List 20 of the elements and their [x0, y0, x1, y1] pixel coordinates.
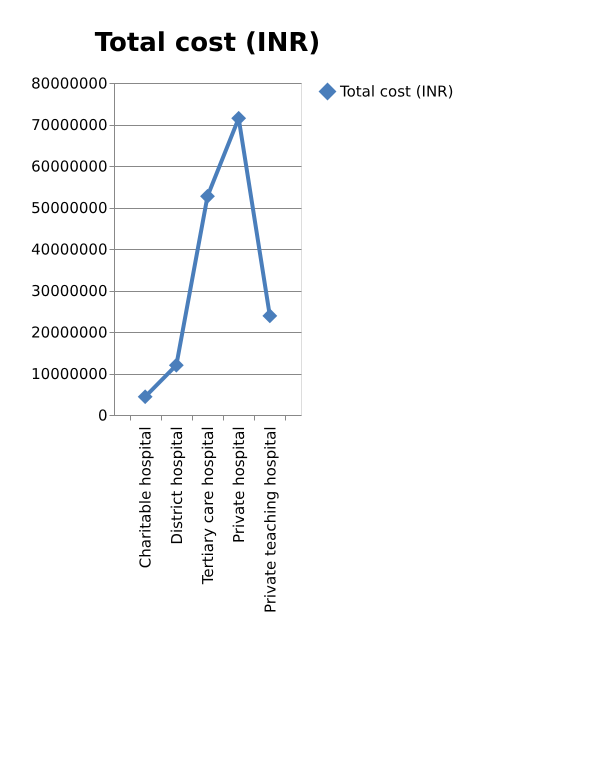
point: [262, 308, 278, 324]
y-tick-label: 50000000: [31, 199, 108, 217]
y-tick-label: 0: [98, 406, 108, 424]
y-tick-label: 70000000: [31, 116, 108, 134]
y-tick-label: 40000000: [31, 240, 108, 258]
y-tick-label: 60000000: [31, 158, 108, 176]
chart-title: Total cost (INR): [94, 28, 320, 58]
point: [168, 358, 184, 373]
x-tick-label: District hospital: [168, 426, 186, 545]
x-tick-label: Tertiary care hospital: [199, 426, 217, 586]
x-tick-label: Private hospital: [230, 426, 248, 543]
y-tick-label: 20000000: [31, 324, 108, 342]
x-tick-label: Private teaching hospital: [261, 426, 280, 614]
x-tick-label: Charitable hospital: [136, 426, 155, 568]
point: [138, 389, 153, 404]
legend-label: Total cost (INR): [339, 82, 454, 100]
y-tick-label: 80000000: [31, 74, 108, 92]
y-tick-label: 30000000: [31, 282, 108, 300]
y-tick-label: 10000000: [31, 365, 108, 383]
point: [200, 188, 215, 204]
